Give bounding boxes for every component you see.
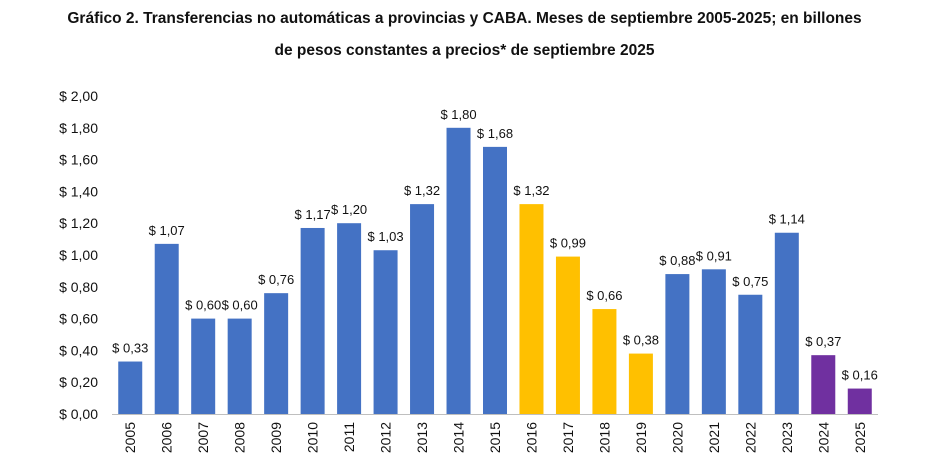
data-label-2023: $ 1,14 [769,212,805,227]
y-tick-label: $ 1,60 [59,152,98,168]
y-tick-label: $ 0,80 [59,279,98,295]
data-label-2014: $ 1,80 [440,107,476,122]
x-tick-label-2020: 2020 [669,422,685,453]
x-tick-label-2019: 2019 [633,422,649,453]
y-tick-label: $ 2,00 [59,88,98,104]
data-label-2017: $ 0,99 [550,236,586,251]
y-axis: $ 0,00 $ 0,20 $ 0,40 $ 0,60 $ 0,80 $ 1,00 $ 1,… [59,88,98,422]
x-axis: 2005 2006 2007 2008 2009 2010 2011 2012 2013 2014… [122,422,868,453]
data-label-2024: $ 0,37 [805,334,841,349]
y-tick-label: $ 1,20 [59,215,98,231]
y-tick-label: $ 0,00 [59,406,98,422]
bar-2018 [592,309,617,414]
x-tick-label-2014: 2014 [451,422,467,453]
x-tick-label-2016: 2016 [523,422,539,453]
chart-title: Gráfico 2. Transferencias no automáticas… [67,10,862,27]
bar-2025 [847,388,872,414]
bar-2016 [519,204,544,414]
bar-2023 [774,232,799,414]
data-label-2008: $ 0,60 [222,298,258,313]
data-label-2006: $ 1,07 [149,223,185,238]
x-tick-label-2025: 2025 [852,422,868,453]
x-tick-label-2011: 2011 [341,422,357,452]
data-label-2015: $ 1,68 [477,126,513,141]
data-label-2012: $ 1,03 [367,229,403,244]
bar-2024 [811,355,836,414]
x-tick-label-2010: 2010 [305,422,321,453]
bar-2020 [665,274,690,414]
y-tick-label: $ 0,20 [59,374,98,390]
bar-2009 [264,293,289,414]
bar-2022 [738,294,763,414]
bar-2006 [154,243,179,414]
y-tick-label: $ 0,60 [59,311,98,327]
bar-2019 [628,353,653,414]
data-label-2009: $ 0,76 [258,272,294,287]
y-tick-label: $ 1,00 [59,247,98,263]
x-tick-label-2006: 2006 [159,422,175,453]
bar-2011 [337,223,362,414]
bar-2021 [701,269,726,414]
x-tick-label-2008: 2008 [232,422,248,453]
bar-2005 [118,361,143,414]
data-label-2018: $ 0,66 [586,288,622,303]
x-tick-label-2012: 2012 [378,422,394,453]
data-labels: $ 0,33$ 1,07$ 0,60 $ 0,60$ 0,76$ 1,17 $ 1,… [112,107,878,383]
data-label-2021: $ 0,91 [696,248,732,263]
data-label-2022: $ 0,75 [732,274,768,289]
data-label-2005: $ 0,33 [112,341,148,356]
y-tick-label: $ 0,40 [59,342,98,358]
bar-2015 [483,146,507,414]
x-tick-label-2018: 2018 [596,422,612,453]
y-tick-label: $ 1,40 [59,183,98,199]
data-label-2011: $ 1,20 [331,202,367,217]
bar-2007 [191,318,216,414]
chart-subtitle: de pesos constantes a precios* de septie… [274,42,655,59]
data-label-2016: $ 1,32 [513,183,549,198]
data-label-2025: $ 0,16 [842,368,878,383]
x-tick-label-2013: 2013 [414,422,430,453]
x-tick-label-2017: 2017 [560,422,576,453]
x-tick-label-2023: 2023 [779,422,795,453]
data-label-2020: $ 0,88 [659,253,695,268]
bar-2017 [555,256,580,414]
y-tick-label: $ 1,80 [59,120,98,136]
x-tick-label-2022: 2022 [742,422,758,453]
x-tick-label-2007: 2007 [195,422,211,453]
bars [118,127,872,415]
data-label-2007: $ 0,60 [185,298,221,313]
bar-2010 [300,227,325,414]
data-label-2010: $ 1,17 [295,207,331,222]
x-tick-label-2005: 2005 [122,422,138,453]
data-label-2019: $ 0,38 [623,333,659,348]
x-tick-label-2015: 2015 [487,422,503,453]
bar-2012 [373,250,398,414]
bar-2013 [410,204,435,414]
bar-2008 [227,318,252,414]
x-tick-label-2021: 2021 [706,422,722,453]
x-tick-label-2024: 2024 [815,422,831,453]
bar-2014 [446,127,471,415]
x-tick-label-2009: 2009 [268,422,284,453]
data-label-2013: $ 1,32 [404,183,440,198]
